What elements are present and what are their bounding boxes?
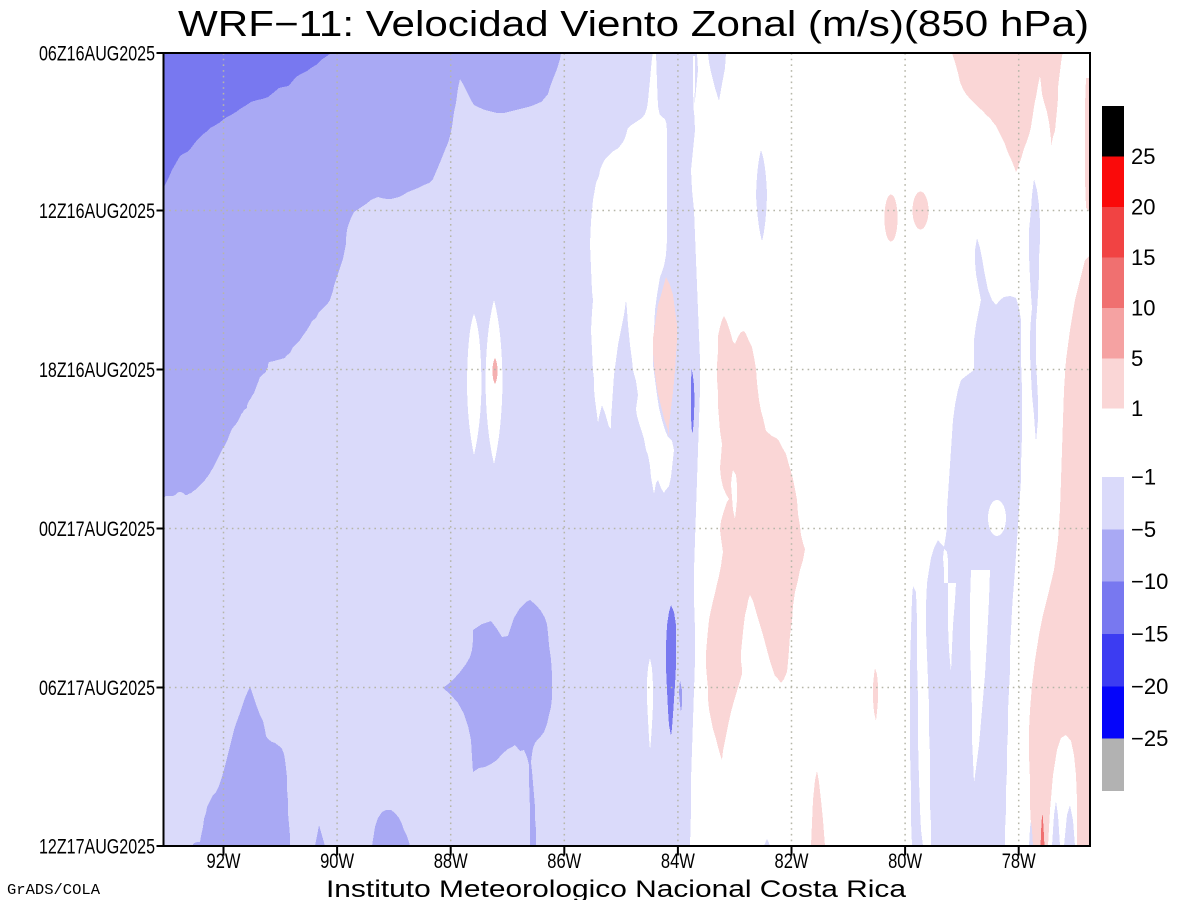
svg-text:88W: 88W: [434, 850, 468, 873]
svg-text:90W: 90W: [320, 850, 354, 873]
svg-text:5: 5: [1131, 346, 1143, 371]
svg-text:WRF−11: Velocidad Viento Zona: WRF−11: Velocidad Viento Zonal (m/s)(850…: [178, 3, 1089, 44]
svg-text:92W: 92W: [207, 850, 241, 873]
svg-text:00Z17AUG2025: 00Z17AUG2025: [39, 518, 155, 541]
svg-text:06Z17AUG2025: 06Z17AUG2025: [39, 677, 155, 700]
svg-text:−10: −10: [1131, 569, 1168, 594]
svg-text:25: 25: [1131, 144, 1155, 169]
svg-text:86W: 86W: [547, 850, 581, 873]
svg-text:−20: −20: [1131, 674, 1168, 699]
svg-text:GrADS/COLA: GrADS/COLA: [7, 882, 100, 899]
svg-text:84W: 84W: [661, 850, 695, 873]
svg-text:12Z17AUG2025: 12Z17AUG2025: [39, 836, 155, 859]
svg-text:−5: −5: [1131, 517, 1156, 542]
svg-text:10: 10: [1131, 295, 1155, 320]
svg-text:18Z16AUG2025: 18Z16AUG2025: [39, 359, 155, 382]
svg-text:78W: 78W: [1002, 850, 1036, 873]
svg-text:20: 20: [1131, 194, 1155, 219]
svg-text:−15: −15: [1131, 622, 1168, 647]
svg-text:15: 15: [1131, 245, 1155, 270]
svg-text:Instituto Meteorologico Nacion: Instituto Meteorologico Nacional Costa R…: [326, 876, 907, 900]
svg-text:−1: −1: [1131, 465, 1156, 490]
svg-text:12Z16AUG2025: 12Z16AUG2025: [39, 200, 155, 223]
svg-text:80W: 80W: [888, 850, 922, 873]
svg-text:−25: −25: [1131, 726, 1168, 751]
svg-text:82W: 82W: [775, 850, 809, 873]
svg-text:06Z16AUG2025: 06Z16AUG2025: [39, 43, 155, 66]
svg-text:1: 1: [1131, 396, 1143, 421]
